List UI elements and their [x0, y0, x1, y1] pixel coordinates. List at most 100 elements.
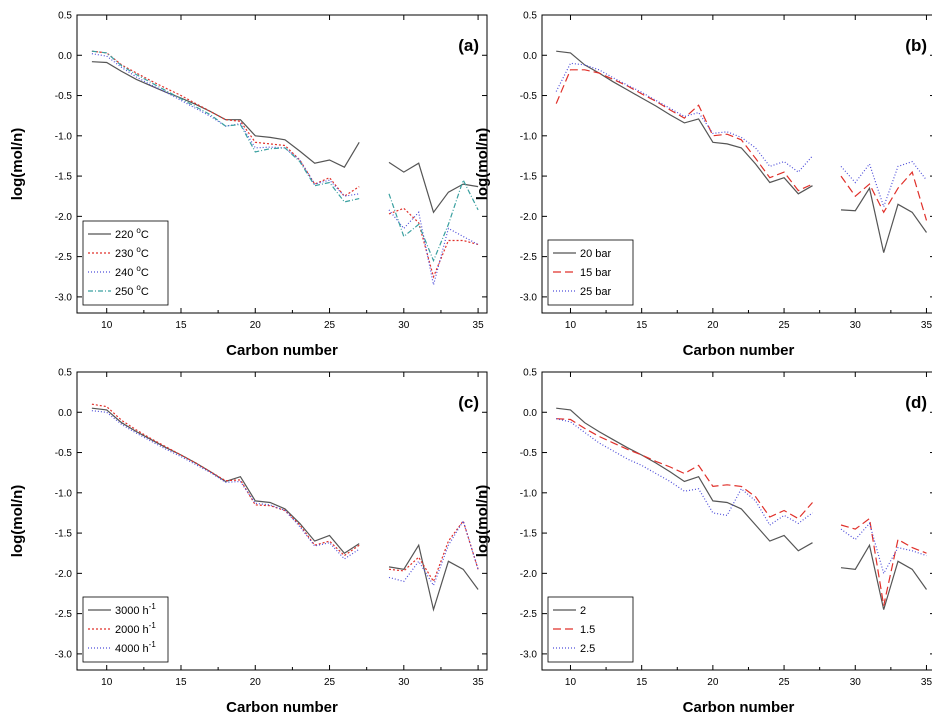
x-tick-label: 30	[850, 677, 862, 688]
legend-text-tail: C	[141, 229, 149, 241]
plot-frame	[76, 14, 488, 314]
y-tick-label: 0.0	[523, 408, 537, 419]
y-tick-label: -2.5	[520, 609, 538, 620]
chart-panel-2: 10 15 20 25 30 35 0.5 0.0 -0.5 -1.0 -1.5 -2.0 -2.5 -3…	[9, 368, 488, 713]
legend-entry: 220 oC	[115, 226, 149, 241]
x-tick-label: 20	[707, 677, 719, 688]
series-line	[91, 407, 479, 612]
series-line	[91, 410, 479, 587]
legend: 20 bar 15 bar 25 bar	[547, 239, 634, 306]
legend-text: 3000 h	[115, 605, 149, 617]
y-tick-label: -1.5	[55, 529, 73, 540]
legend-entry: 2.5	[580, 643, 595, 655]
y-tick-label: -2.0	[520, 569, 538, 580]
x-tick-label: 30	[850, 320, 862, 331]
y-tick-label: -0.5	[55, 91, 73, 102]
legend: 2 1.5 2.5	[547, 596, 634, 663]
x-tick-label: 30	[398, 677, 410, 688]
panel-label: (a)	[458, 36, 479, 55]
legend-superscript: -1	[149, 621, 157, 630]
series-line	[555, 69, 928, 221]
y-tick-label: -2.5	[520, 252, 538, 263]
x-tick-label: 10	[101, 677, 113, 688]
chart-panel-3: 10 15 20 25 30 35 0.5 0.0 -0.5 -1.0 -1.5 -2.0 -2.5 -3…	[474, 368, 932, 713]
y-tick-label: -1.0	[55, 488, 73, 499]
legend-text: 220	[115, 229, 136, 241]
series-line	[556, 50, 927, 253]
series-line	[91, 403, 479, 583]
y-axis-title: log(mol/n)	[9, 128, 26, 200]
x-tick-label: 35	[921, 677, 932, 688]
y-tick-label: -1.5	[520, 529, 538, 540]
x-tick-label: 10	[565, 677, 577, 688]
legend-entry: 15 bar	[580, 267, 612, 279]
y-tick-label: 0.5	[58, 368, 72, 379]
x-tick-label: 20	[250, 677, 262, 688]
x-tick-label: 10	[565, 320, 577, 331]
x-tick-label: 15	[636, 677, 648, 688]
legend-entry: 250 oC	[115, 283, 149, 298]
x-tick-label: 25	[779, 677, 791, 688]
legend-text: 250	[115, 286, 136, 298]
legend-text: 15 bar	[580, 267, 612, 279]
legend-entry: 230 oC	[115, 245, 149, 260]
legend-entry: 20 bar	[580, 248, 612, 260]
series-line	[555, 62, 927, 209]
panel-label: (c)	[458, 393, 479, 412]
y-tick-label: -3.0	[55, 292, 73, 303]
legend-superscript: -1	[149, 602, 157, 611]
legend-entry: 1.5	[580, 624, 595, 636]
y-tick-label: -1.0	[520, 488, 538, 499]
series-line	[91, 61, 479, 214]
y-tick-label: -3.0	[55, 649, 73, 660]
x-tick-label: 20	[250, 320, 262, 331]
series-line	[556, 407, 927, 610]
legend-text: 25 bar	[580, 286, 612, 298]
legend-text: 2.5	[580, 643, 595, 655]
panel-label: (d)	[905, 393, 927, 412]
series-line	[556, 418, 927, 575]
series-line	[91, 50, 479, 279]
chart-panel-0: 10 15 20 25 30 35 0.5 0.0 -0.5 -1.0 -1.5 -2.0 -2.5 -3…	[9, 11, 488, 359]
legend-superscript: o	[136, 226, 141, 235]
y-tick-label: -1.0	[520, 131, 538, 142]
legend-text-tail: C	[141, 286, 149, 298]
y-tick-label: -1.5	[55, 172, 73, 183]
x-tick-label: 25	[779, 320, 791, 331]
x-tick-label: 25	[324, 677, 336, 688]
legend-superscript: o	[136, 245, 141, 254]
y-tick-label: -2.0	[55, 569, 73, 580]
series-line	[556, 418, 927, 606]
x-tick-label: 30	[398, 320, 410, 331]
x-tick-label: 15	[175, 320, 187, 331]
legend-box	[547, 239, 634, 306]
x-axis-title: Carbon number	[226, 699, 338, 713]
legend-text: 240	[115, 267, 136, 279]
y-tick-label: 0.0	[58, 408, 72, 419]
x-axis-title: Carbon number	[683, 342, 795, 359]
y-axis-title: log(mol/n)	[474, 128, 491, 200]
legend-text: 2000 h	[115, 624, 149, 636]
x-tick-label: 35	[473, 677, 485, 688]
y-tick-label: -2.0	[520, 212, 538, 223]
x-tick-label: 10	[101, 320, 113, 331]
y-tick-label: 0.5	[58, 11, 72, 22]
plot-frame	[541, 371, 932, 671]
y-tick-label: -1.5	[520, 172, 538, 183]
y-tick-label: -2.5	[55, 252, 73, 263]
plot-frame	[76, 371, 488, 671]
legend-entry: 240 oC	[115, 264, 149, 279]
legend-entry: 4000 h-1	[115, 640, 156, 655]
x-axis-title: Carbon number	[226, 342, 338, 359]
legend-text: 230	[115, 248, 136, 260]
y-tick-label: 0.0	[58, 51, 72, 62]
y-axis-title: log(mol/n)	[9, 485, 26, 557]
x-axis-title: Carbon number	[683, 699, 795, 713]
legend-text: 20 bar	[580, 248, 612, 260]
legend-box	[82, 220, 169, 306]
y-tick-label: -0.5	[55, 448, 73, 459]
y-tick-label: -3.0	[520, 292, 538, 303]
